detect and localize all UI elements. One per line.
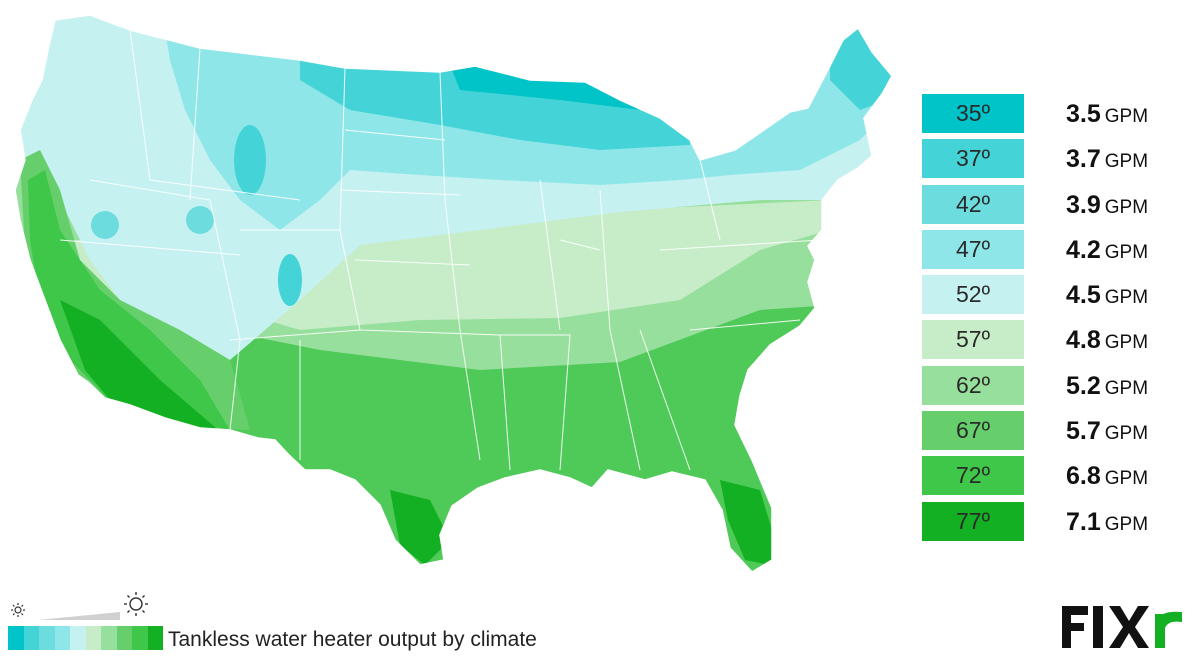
legend-output: 4.5 GPM bbox=[1066, 281, 1148, 310]
legend-row: 35º 3.5 GPM bbox=[922, 94, 1192, 139]
legend-row: 57º 4.8 GPM bbox=[922, 320, 1192, 365]
legend-swatch: 47º bbox=[922, 229, 1024, 269]
legend-swatch: 57º bbox=[922, 320, 1024, 360]
legend-swatch: 67º bbox=[922, 411, 1024, 451]
gpm-unit: GPM bbox=[1104, 106, 1149, 127]
legend-swatch: 35º bbox=[922, 94, 1024, 133]
legend-row: 62º 5.2 GPM bbox=[922, 365, 1192, 411]
scale-wedge bbox=[38, 612, 120, 620]
color-scale-cell bbox=[147, 626, 163, 650]
gpm-value: 7.1 bbox=[1066, 507, 1101, 536]
color-scale-bar bbox=[8, 626, 163, 650]
gpm-value: 3.7 bbox=[1066, 145, 1101, 174]
legend-swatch: 62º bbox=[922, 365, 1024, 405]
color-scale-cell bbox=[101, 626, 117, 650]
color-scale-cell bbox=[132, 626, 148, 650]
color-scale-cell bbox=[39, 626, 55, 650]
gpm-unit: GPM bbox=[1104, 377, 1149, 399]
legend-output: 4.8 GPM bbox=[1066, 326, 1148, 355]
color-scale-cell bbox=[116, 626, 132, 650]
legend-row: 42º 3.9 GPM bbox=[922, 184, 1192, 230]
gpm-unit: GPM bbox=[1104, 287, 1149, 309]
gpm-value: 4.2 bbox=[1066, 235, 1101, 264]
color-scale-cell bbox=[8, 626, 24, 650]
small-sun-icon bbox=[11, 603, 25, 617]
temperature-scale bbox=[8, 590, 158, 624]
legend-output: 3.9 GPM bbox=[1066, 191, 1148, 220]
us-climate-map bbox=[14, 14, 893, 573]
gpm-unit: GPM bbox=[1104, 196, 1149, 218]
legend-row: 77º 7.1 GPM bbox=[922, 501, 1192, 547]
legend: 35º 3.5 GPM 37º 3.7 GPM 42º 3.9 GPM 47º 4.2 GPM 52º 4… bbox=[922, 94, 1192, 547]
color-scale-cell bbox=[54, 626, 70, 650]
legend-output: 5.7 GPM bbox=[1066, 417, 1148, 446]
gpm-value: 3.9 bbox=[1066, 190, 1101, 219]
large-sun-icon bbox=[124, 592, 148, 616]
gpm-value: 5.7 bbox=[1066, 417, 1101, 446]
gpm-value: 6.8 bbox=[1066, 462, 1101, 491]
gpm-unit: GPM bbox=[1104, 332, 1149, 354]
color-scale-cell bbox=[70, 626, 86, 650]
legend-swatch: 52º bbox=[922, 275, 1024, 315]
gpm-value: 5.2 bbox=[1066, 371, 1101, 400]
legend-swatch: 72º bbox=[922, 456, 1024, 496]
legend-row: 52º 4.5 GPM bbox=[922, 275, 1192, 320]
legend-row: 72º 6.8 GPM bbox=[922, 456, 1192, 501]
color-scale-cell bbox=[23, 626, 39, 650]
legend-output: 5.2 GPM bbox=[1066, 372, 1148, 401]
gpm-unit: GPM bbox=[1104, 513, 1149, 535]
legend-output: 7.1 GPM bbox=[1066, 508, 1148, 537]
gpm-value: 4.5 bbox=[1066, 281, 1101, 310]
legend-output: 6.8 GPM bbox=[1066, 462, 1148, 491]
legend-output: 3.7 GPM bbox=[1066, 145, 1148, 174]
gpm-unit: GPM bbox=[1104, 468, 1149, 490]
color-scale-cell bbox=[85, 626, 101, 650]
gpm-unit: GPM bbox=[1104, 151, 1149, 173]
legend-row: 67º 5.7 GPM bbox=[922, 411, 1192, 456]
legend-swatch: 37º bbox=[922, 139, 1024, 179]
gpm-unit: GPM bbox=[1104, 241, 1149, 263]
legend-row: 37º 3.7 GPM bbox=[922, 139, 1192, 184]
legend-output: 3.5 GPM bbox=[1066, 100, 1148, 129]
gpm-value: 3.5 bbox=[1066, 100, 1101, 128]
legend-swatch: 42º bbox=[922, 184, 1024, 224]
fixr-logo bbox=[1062, 606, 1182, 648]
legend-output: 4.2 GPM bbox=[1066, 236, 1148, 265]
gpm-unit: GPM bbox=[1104, 423, 1149, 445]
legend-swatch: 77º bbox=[922, 501, 1024, 541]
legend-row: 47º 4.2 GPM bbox=[922, 229, 1192, 275]
map-caption: Tankless water heater output by climate bbox=[168, 628, 537, 651]
gpm-value: 4.8 bbox=[1066, 326, 1101, 355]
